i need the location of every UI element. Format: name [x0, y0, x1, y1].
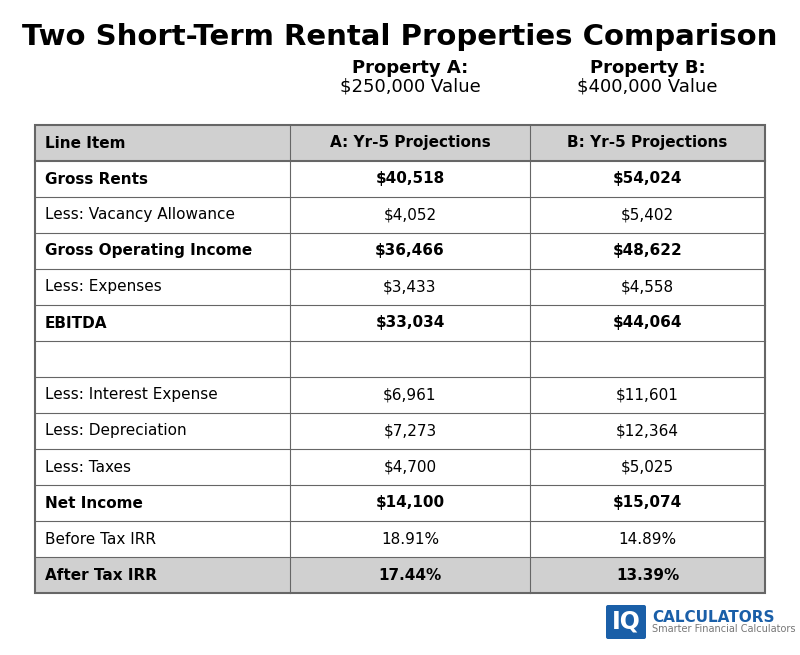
Text: Less: Vacancy Allowance: Less: Vacancy Allowance: [45, 208, 235, 223]
Text: $36,466: $36,466: [375, 244, 445, 259]
Text: IQ: IQ: [611, 610, 641, 634]
Text: Less: Interest Expense: Less: Interest Expense: [45, 388, 218, 403]
Text: Smarter Financial Calculators: Smarter Financial Calculators: [652, 624, 795, 634]
Text: 14.89%: 14.89%: [618, 531, 677, 546]
Bar: [35, 125, 765, 593]
Text: $7,273: $7,273: [383, 424, 437, 438]
Text: $48,622: $48,622: [613, 244, 682, 259]
Text: $33,034: $33,034: [375, 316, 445, 331]
FancyBboxPatch shape: [606, 605, 646, 639]
Text: After Tax IRR: After Tax IRR: [45, 567, 157, 582]
Text: Property B:: Property B:: [590, 59, 706, 77]
Text: Less: Taxes: Less: Taxes: [45, 460, 131, 474]
Text: Property A:: Property A:: [352, 59, 468, 77]
Text: Net Income: Net Income: [45, 495, 143, 510]
Text: $40,518: $40,518: [375, 172, 445, 187]
Text: $11,601: $11,601: [616, 388, 679, 403]
Text: $5,402: $5,402: [621, 208, 674, 223]
Text: Less: Depreciation: Less: Depreciation: [45, 424, 186, 438]
Text: EBITDA: EBITDA: [45, 316, 107, 331]
Text: Less: Expenses: Less: Expenses: [45, 280, 162, 295]
Bar: [35, 557, 765, 593]
Text: 13.39%: 13.39%: [616, 567, 679, 582]
Text: 18.91%: 18.91%: [381, 531, 439, 546]
Text: Gross Rents: Gross Rents: [45, 172, 148, 187]
Text: $4,558: $4,558: [621, 280, 674, 295]
Text: $250,000 Value: $250,000 Value: [340, 78, 480, 96]
Text: Two Short-Term Rental Properties Comparison: Two Short-Term Rental Properties Compari…: [22, 23, 778, 51]
Text: $12,364: $12,364: [616, 424, 679, 438]
Text: B: Yr-5 Projections: B: Yr-5 Projections: [567, 136, 728, 151]
Text: Line Item: Line Item: [45, 136, 126, 151]
Text: $54,024: $54,024: [613, 172, 682, 187]
Text: $15,074: $15,074: [613, 495, 682, 510]
Text: Before Tax IRR: Before Tax IRR: [45, 531, 156, 546]
Text: $4,052: $4,052: [383, 208, 437, 223]
Text: 17.44%: 17.44%: [378, 567, 442, 582]
Text: $400,000 Value: $400,000 Value: [578, 78, 718, 96]
Text: $44,064: $44,064: [613, 316, 682, 331]
Text: A: Yr-5 Projections: A: Yr-5 Projections: [330, 136, 490, 151]
Text: $5,025: $5,025: [621, 460, 674, 474]
Text: $14,100: $14,100: [375, 495, 445, 510]
Bar: [35, 125, 765, 161]
Text: $6,961: $6,961: [383, 388, 437, 403]
Text: Gross Operating Income: Gross Operating Income: [45, 244, 252, 259]
Text: CALCULATORS: CALCULATORS: [652, 610, 774, 624]
Text: $4,700: $4,700: [383, 460, 437, 474]
Text: $3,433: $3,433: [383, 280, 437, 295]
